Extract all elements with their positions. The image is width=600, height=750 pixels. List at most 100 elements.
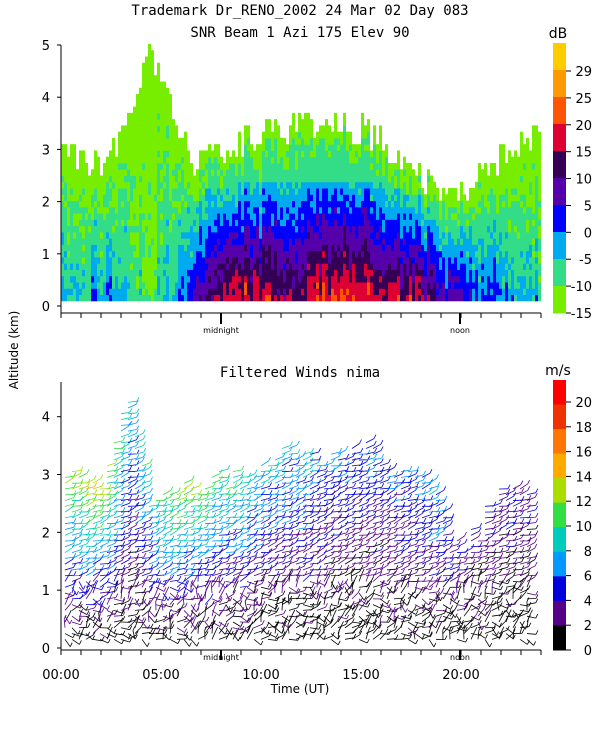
snr-cell — [376, 288, 379, 296]
wind-barb — [155, 504, 165, 507]
snr-cell — [130, 281, 133, 289]
snr-cell — [136, 219, 139, 227]
snr-cell — [211, 213, 214, 220]
snr-cell — [265, 213, 268, 220]
snr-cell — [523, 263, 526, 270]
snr-cell — [484, 288, 487, 296]
snr-cell — [130, 175, 133, 183]
snr-cell — [295, 156, 298, 164]
snr-cell — [235, 181, 238, 189]
wind-barb — [78, 490, 88, 496]
wind-barb — [106, 486, 116, 490]
wind-barb-flag — [143, 541, 147, 547]
snr-cell — [514, 150, 517, 158]
wind-barb — [64, 583, 74, 588]
snr-cell — [139, 137, 142, 145]
snr-cell — [511, 281, 514, 289]
snr-cell — [355, 231, 358, 239]
snr-cell — [388, 206, 391, 214]
snr-cell — [457, 281, 460, 289]
snr-cell — [142, 200, 145, 208]
wind-barb-flag — [150, 564, 154, 569]
snr-cell — [526, 150, 529, 158]
wind-barb-flag — [86, 610, 90, 615]
snr-cell — [121, 181, 124, 189]
snr-cell — [286, 188, 289, 195]
snr-cell — [166, 156, 169, 164]
snr-cell — [109, 288, 112, 296]
snr-cell — [217, 231, 220, 239]
snr-cell — [205, 269, 208, 277]
snr-cell — [463, 256, 466, 264]
snr-cell — [67, 175, 70, 183]
snr-cell — [82, 294, 85, 302]
snr-cell — [205, 150, 208, 158]
snr-cell — [241, 294, 244, 302]
snr-cell — [148, 206, 151, 214]
snr-cell — [166, 263, 169, 270]
snr-cell — [499, 294, 502, 302]
snr-cell — [157, 125, 160, 133]
snr-cell — [145, 294, 148, 302]
snr-cell — [367, 269, 370, 277]
snr-cell — [502, 231, 505, 239]
snr-cell — [358, 188, 361, 195]
snr-cell — [397, 219, 400, 227]
wind-barb-flag — [122, 611, 126, 616]
snr-cell — [415, 213, 418, 220]
snr-cell — [130, 162, 133, 170]
snr-cell — [523, 281, 526, 289]
wind-barb-flag — [99, 600, 102, 606]
snr-cell — [229, 188, 232, 195]
wind-barb-flag — [115, 546, 119, 551]
snr-cell — [289, 181, 292, 189]
snr-cell — [334, 206, 337, 214]
snr-cell — [262, 200, 265, 208]
snr-cell — [115, 231, 118, 239]
snr-cell — [535, 225, 538, 233]
snr-cell — [313, 263, 316, 270]
snr-cell — [202, 188, 205, 195]
snr-cell — [196, 281, 199, 289]
wind-barb-flag — [164, 626, 167, 631]
snr-cell — [508, 225, 511, 233]
snr-cell — [535, 194, 538, 202]
wind-barb — [85, 616, 94, 623]
snr-cell — [457, 275, 460, 283]
snr-cell — [184, 213, 187, 220]
snr-cell — [463, 244, 466, 252]
snr-cell — [79, 194, 82, 202]
snr-cell — [496, 213, 499, 220]
snr-cell — [214, 288, 217, 296]
snr-cell — [304, 238, 307, 245]
snr-cell — [142, 150, 145, 158]
snr-cell — [217, 288, 220, 296]
snr-cell — [526, 175, 529, 183]
wind-barb — [99, 518, 108, 525]
wind-barb — [113, 610, 123, 614]
snr-cell — [379, 256, 382, 264]
snr-cell — [322, 281, 325, 289]
wind-barb — [64, 531, 74, 536]
snr-cell — [376, 175, 379, 183]
snr-cell — [103, 169, 106, 176]
snr-cell — [169, 231, 172, 239]
wind-barb-flag — [157, 539, 160, 544]
wind-barb-flag — [93, 475, 97, 480]
snr-cell — [274, 125, 277, 133]
snr-cell — [202, 288, 205, 296]
snr-cell — [244, 181, 247, 189]
snr-cell — [346, 181, 349, 189]
snr-cell — [208, 275, 211, 283]
snr-cell — [259, 256, 262, 264]
snr-cell — [367, 131, 370, 139]
snr-cell — [316, 194, 319, 202]
snr-cell — [256, 219, 259, 227]
snr-cell — [535, 206, 538, 214]
snr-cell — [115, 213, 118, 220]
snr-cell — [157, 100, 160, 108]
snr-cell — [511, 200, 514, 208]
wind-barb — [127, 533, 137, 536]
snr-cell — [436, 225, 439, 233]
snr-cell — [160, 162, 163, 170]
